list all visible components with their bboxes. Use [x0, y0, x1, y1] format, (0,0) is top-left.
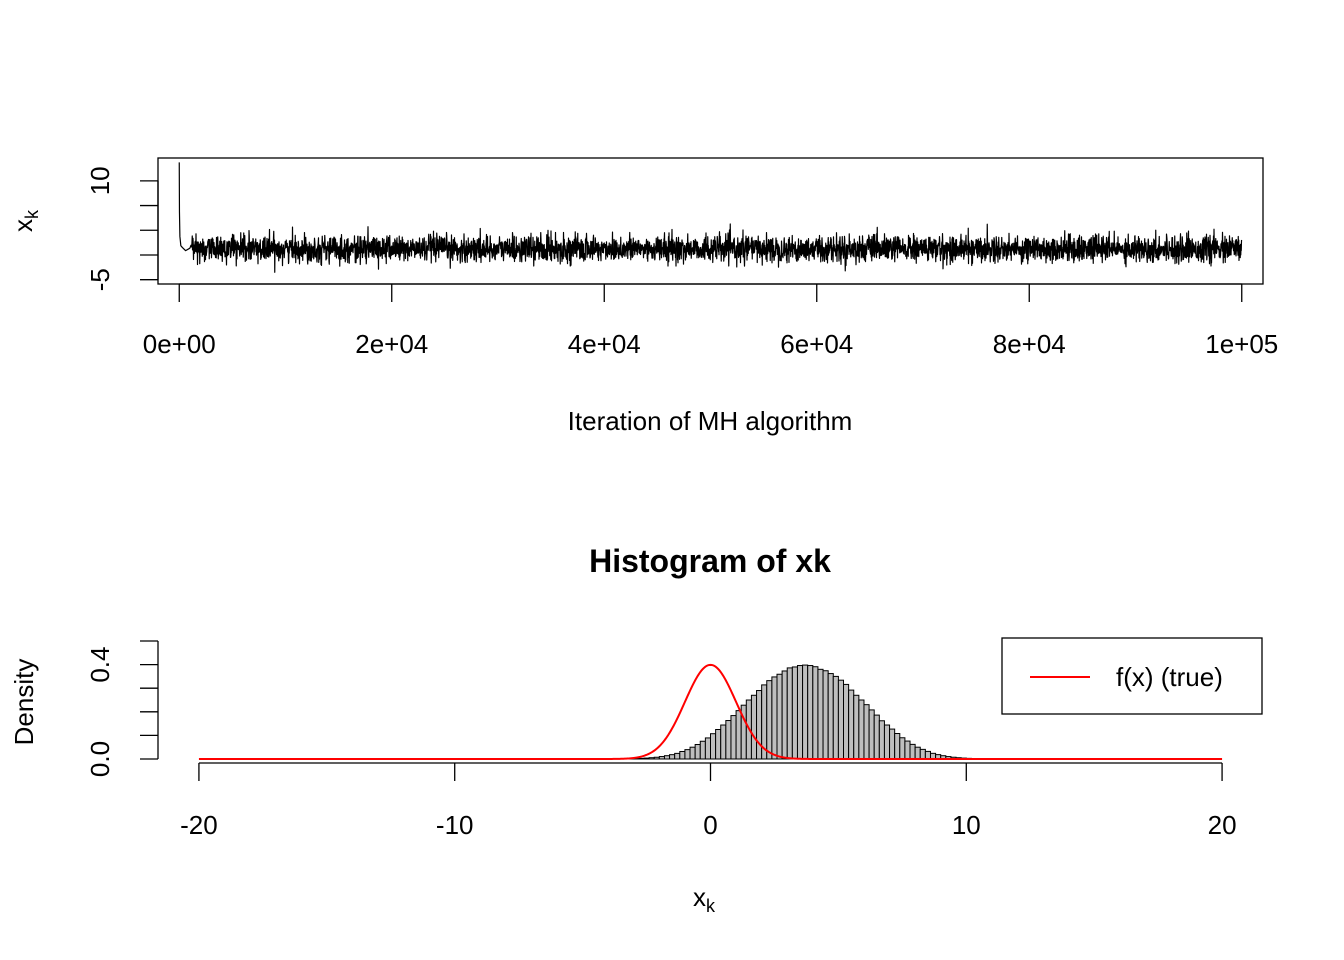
- histogram-bar: [648, 757, 655, 760]
- histogram-bar: [863, 704, 870, 760]
- histogram-bar: [802, 664, 809, 760]
- histogram-bar: [858, 699, 865, 760]
- histogram-bar: [750, 694, 758, 760]
- histogram-x-tick-label: -10: [436, 810, 474, 840]
- histogram-bar: [689, 746, 696, 760]
- histogram-bar: [704, 737, 712, 760]
- histogram-y-tick-label: 0.0: [85, 741, 115, 777]
- histogram-x-tick-label: 10: [952, 810, 981, 840]
- histogram-bar: [853, 694, 860, 760]
- trace-y-tick-label: -5: [85, 268, 115, 291]
- histogram-bar: [643, 757, 650, 760]
- trace-x-tick-label: 1e+05: [1205, 329, 1278, 359]
- histogram-x-axis: -20 -10 0 10 20: [180, 762, 1237, 840]
- histogram-bar: [776, 673, 783, 760]
- histogram-x-tick-label: 0: [703, 810, 717, 840]
- trace-x-tick-label: 0e+00: [143, 329, 216, 359]
- trace-y-axis-label: xk: [8, 209, 42, 232]
- trace-y-axis-label-main: x: [8, 219, 38, 232]
- histogram-bar: [807, 665, 814, 760]
- histogram-bar: [868, 709, 875, 760]
- histogram-bar: [837, 679, 845, 760]
- histogram-title: Histogram of xk: [589, 543, 831, 579]
- trace-x-axis-label: Iteration of MH algorithm: [568, 406, 853, 436]
- trace-y-axis-label-sub: k: [22, 209, 42, 219]
- trace-line: [178, 162, 1243, 273]
- histogram-bar: [817, 668, 824, 760]
- histogram-bar: [827, 673, 834, 760]
- histogram-bar: [812, 666, 819, 760]
- histogram-bar: [638, 757, 645, 760]
- histogram-y-axis: 0.0 0.4: [85, 640, 159, 777]
- histogram-x-tick-label: 20: [1208, 810, 1237, 840]
- histogram-bar: [684, 749, 691, 760]
- histogram-bar: [796, 665, 804, 760]
- histogram-panel: Histogram of xk -20 -10 0 10 20 0.0 0.4 xk De…: [9, 543, 1263, 916]
- histogram-bar: [730, 715, 737, 760]
- histogram-bar: [878, 720, 885, 760]
- histogram-bar: [663, 755, 671, 760]
- histogram-bar: [894, 733, 901, 760]
- histogram-bar: [674, 752, 681, 760]
- histogram-y-tick-label: 0.4: [85, 647, 115, 683]
- trace-y-tick-label: 10: [85, 166, 115, 195]
- histogram-bar: [873, 714, 880, 760]
- trace-y-axis: -5 10: [85, 166, 159, 291]
- histogram-bar: [924, 750, 931, 760]
- histogram-bar: [781, 670, 788, 760]
- histogram-bar: [904, 740, 911, 760]
- histogram-bar: [720, 724, 727, 760]
- trace-x-tick-label: 6e+04: [780, 329, 853, 359]
- histogram-bar: [909, 743, 916, 760]
- trace-plot-box: [157, 157, 1264, 285]
- histogram-bar: [914, 746, 921, 760]
- legend: f(x) (true): [1001, 637, 1263, 715]
- histogram-bar: [843, 683, 850, 760]
- histogram-bar: [786, 667, 793, 760]
- trace-x-tick-label: 8e+04: [993, 329, 1066, 359]
- histogram-bar: [899, 737, 906, 760]
- histogram-bar: [699, 740, 706, 760]
- histogram-bar: [694, 744, 701, 760]
- histogram-x-tick-label: -20: [180, 810, 218, 840]
- histogram-bar: [822, 670, 829, 760]
- histogram-bar: [919, 748, 926, 760]
- histogram-bar: [791, 666, 798, 760]
- histogram-bar: [883, 724, 891, 760]
- histogram-x-axis-label: xk: [693, 882, 716, 916]
- density-curve: [198, 663, 1223, 760]
- histogram-bar: [710, 733, 717, 760]
- histogram-bar: [653, 756, 660, 760]
- histogram-bar: [832, 675, 839, 760]
- histogram-bars: [602, 664, 1003, 760]
- histogram-bar: [848, 689, 855, 760]
- histogram-bar: [679, 751, 686, 760]
- trace-x-tick-label: 4e+04: [568, 329, 641, 359]
- histogram-y-axis-label: Density: [9, 659, 39, 746]
- histogram-bar: [771, 676, 778, 760]
- histogram-bar: [766, 680, 773, 760]
- histogram-bar: [735, 710, 742, 760]
- density-curve-line: [198, 663, 1223, 760]
- histogram-x-axis-label-main: x: [693, 882, 706, 912]
- histogram-bar: [725, 720, 732, 760]
- trace-x-axis: 0e+00 2e+04 4e+04 6e+04 8e+04 1e+05: [143, 283, 1278, 359]
- histogram-bar: [658, 756, 665, 760]
- legend-box: [1001, 637, 1263, 715]
- trace-x-tick-label: 2e+04: [355, 329, 428, 359]
- legend-label: f(x) (true): [1116, 662, 1223, 692]
- trace-panel: 0e+00 2e+04 4e+04 6e+04 8e+04 1e+05 -5 10 Iter…: [8, 157, 1278, 436]
- histogram-bar: [889, 728, 896, 760]
- histogram-bar: [669, 754, 676, 760]
- histogram-bar: [715, 729, 722, 760]
- trace-series: [178, 162, 1243, 273]
- histogram-bar: [756, 690, 763, 760]
- histogram-x-axis-label-sub: k: [706, 896, 716, 916]
